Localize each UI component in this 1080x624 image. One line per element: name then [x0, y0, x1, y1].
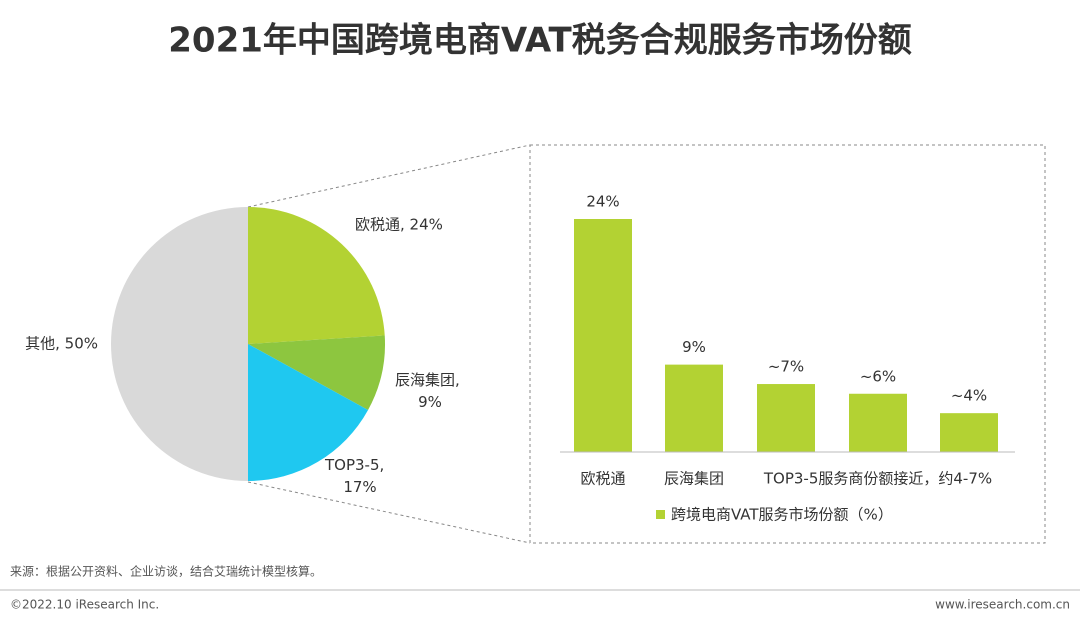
bar — [574, 219, 632, 452]
website: www.iresearch.com.cn — [935, 598, 1070, 612]
pie-label: 欧税通, 24% — [355, 216, 443, 234]
zoom-line — [247, 144, 531, 208]
x-tick-label: 欧税通 — [580, 470, 625, 488]
pie-label-line: 9% — [418, 393, 442, 411]
pie-label-line: 辰海集团, — [395, 371, 460, 389]
x-tick-label: 辰海集团 — [664, 470, 724, 488]
data-label: ~4% — [951, 387, 987, 405]
legend-label: 跨境电商VAT服务市场份额（%） — [671, 506, 893, 524]
zoom-box — [529, 144, 1046, 544]
data-label: 24% — [586, 193, 619, 211]
data-label: 9% — [682, 338, 706, 356]
bar — [757, 384, 815, 452]
data-label: ~7% — [768, 358, 804, 376]
pie-label: 其他, 50% — [25, 335, 98, 353]
bar — [940, 413, 998, 452]
pie-slice — [111, 207, 248, 481]
bar — [665, 364, 723, 452]
pie-label: 辰海集团, 9% — [395, 371, 460, 411]
pie-label-line: 17% — [343, 478, 376, 496]
group-label: TOP3-5服务商份额接近，约4-7% — [763, 470, 992, 488]
pie-label-line: TOP3-5, — [324, 456, 384, 474]
pie-slice — [248, 344, 369, 481]
title: 2021年中国跨境电商VAT税务合规服务市场份额 — [168, 21, 912, 61]
source: 来源：根据公开资料、企业访谈，结合艾瑞统计模型核算。 — [10, 564, 322, 579]
zoom-line — [247, 481, 531, 544]
legend-swatch — [656, 510, 665, 519]
copyright: ©2022.10 iResearch Inc. — [10, 598, 159, 612]
bar — [849, 393, 907, 452]
pie-slice — [248, 335, 385, 411]
data-label: ~6% — [860, 367, 896, 385]
pie-slice — [248, 207, 385, 344]
pie-label: TOP3-5, 17% — [324, 456, 384, 496]
